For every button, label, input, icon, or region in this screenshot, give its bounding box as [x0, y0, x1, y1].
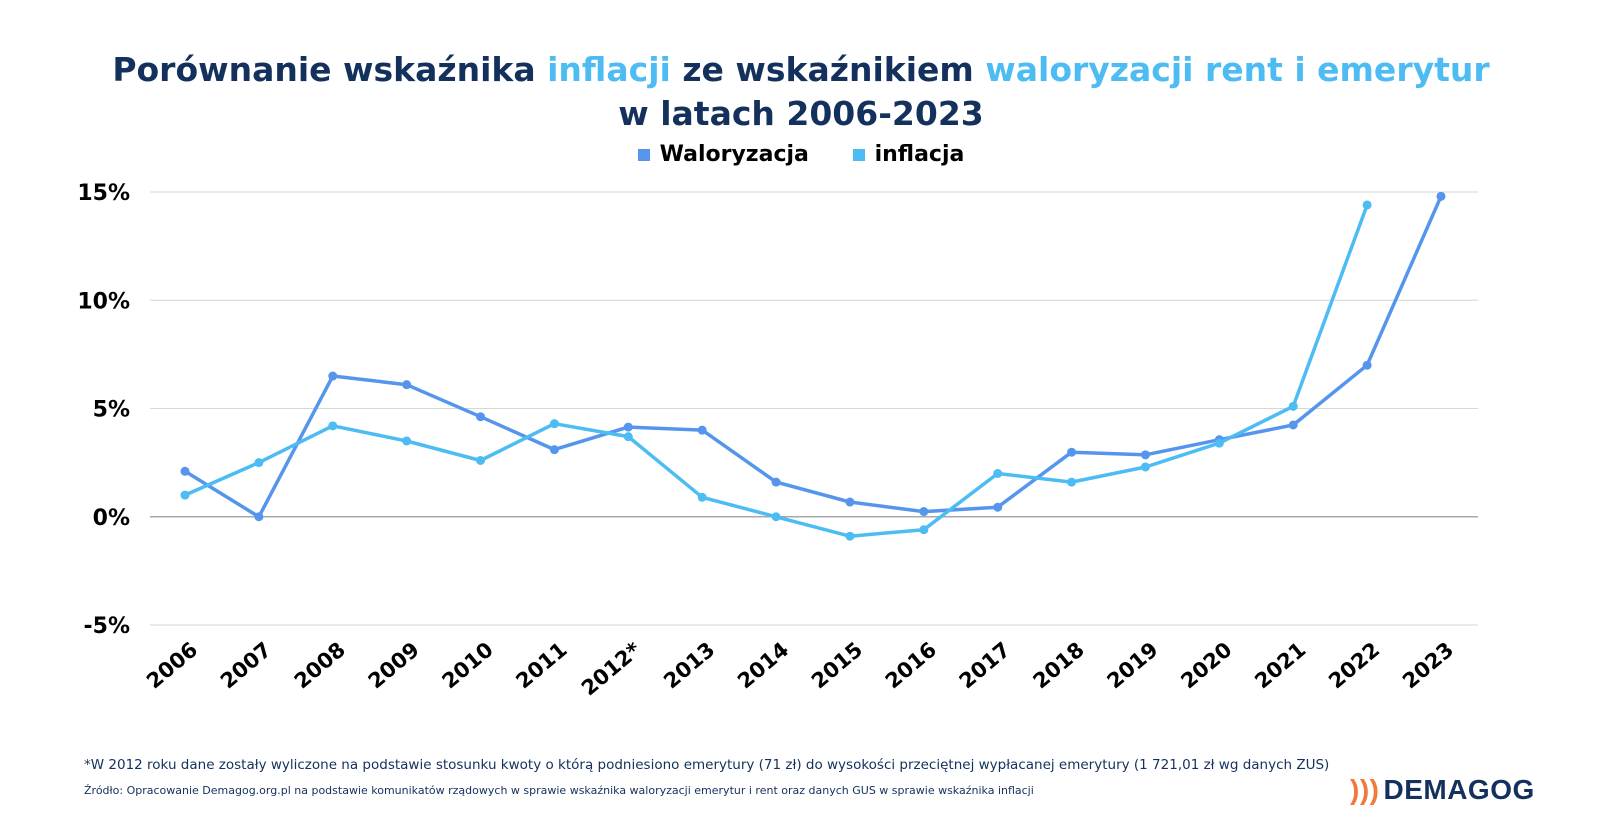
y-tick-label: 5% [93, 398, 130, 423]
data-point-inflacja [623, 432, 633, 442]
x-tick-label: 2019 [1102, 637, 1162, 693]
data-point-inflacja [328, 421, 338, 431]
data-point-inflacja [180, 490, 190, 500]
x-tick-label: 2018 [1029, 637, 1089, 693]
series-line-waloryzacja [183, 194, 1443, 519]
data-point-waloryzacja [1140, 450, 1150, 460]
data-point-inflacja [1362, 200, 1372, 210]
data-point-waloryzacja [697, 425, 707, 435]
chart-title: Porównanie wskaźnika inflacji ze wskaźni… [0, 48, 1602, 136]
x-tick-label: 2023 [1398, 637, 1458, 693]
legend-swatch-inflacja [852, 149, 865, 161]
data-point-inflacja [1067, 477, 1077, 487]
data-point-waloryzacja [1362, 360, 1372, 370]
data-point-inflacja [845, 531, 855, 541]
x-tick-label: 2013 [659, 637, 719, 693]
legend-label-waloryzacja: Waloryzacja [659, 142, 809, 167]
title-highlight-waloryzacji: waloryzacji rent i emerytur [985, 50, 1490, 89]
data-point-inflacja [1140, 462, 1150, 472]
legend-swatch-waloryzacja [637, 149, 650, 161]
x-tick-label: 2015 [807, 637, 867, 693]
y-tick-label: -5% [84, 614, 130, 639]
y-tick-label: 0% [93, 506, 130, 531]
data-point-waloryzacja [402, 380, 412, 390]
x-tick-label: 2017 [955, 637, 1015, 693]
x-tick-label: 2010 [438, 637, 498, 693]
x-tick-label: 2012* [577, 637, 646, 700]
x-tick-label: 2020 [1176, 637, 1236, 693]
source-note: Źródło: Opracowanie Demagog.org.pl na po… [84, 784, 1034, 797]
y-tick-label: 15% [77, 181, 130, 206]
x-tick-label: 2014 [733, 637, 793, 693]
data-point-inflacja [1214, 438, 1224, 448]
x-tick-label: 2006 [142, 637, 202, 693]
data-point-inflacja [919, 525, 929, 535]
data-point-waloryzacja [254, 512, 264, 522]
footnote: *W 2012 roku dane zostały wyliczone na p… [84, 757, 1330, 773]
chart-legend: Waloryzacja inflacja [0, 142, 1602, 167]
title-text-2: ze wskaźnikiem [670, 50, 986, 89]
data-point-waloryzacja [328, 371, 338, 381]
data-point-waloryzacja [180, 466, 190, 476]
demagog-logo: ))) DEMAGOG [1350, 774, 1535, 806]
x-tick-label: 2007 [216, 637, 276, 693]
x-tick-label: 2016 [881, 637, 941, 693]
title-highlight-inflacji: inflacji [547, 50, 671, 89]
data-point-inflacja [993, 468, 1003, 478]
data-point-inflacja [549, 419, 559, 429]
logo-waves-icon: ))) [1350, 774, 1380, 805]
data-point-inflacja [402, 436, 412, 446]
x-tick-label: 2009 [364, 637, 424, 693]
data-point-waloryzacja [919, 507, 929, 517]
x-tick-label: 2011 [511, 637, 571, 693]
legend-label-inflacja: inflacja [874, 142, 965, 167]
logo-text: DEMAGOG [1383, 774, 1535, 805]
data-point-inflacja [254, 458, 264, 468]
x-tick-label: 2008 [290, 637, 350, 693]
line-chart: -5%0%5%10%15%2006 2007 2008 2009 2010 2011 201… [77, 181, 1478, 700]
y-tick-label: 10% [77, 289, 130, 314]
data-point-waloryzacja [1288, 420, 1298, 430]
data-point-inflacja [1288, 401, 1298, 411]
legend-item-inflacja: inflacja [852, 142, 965, 167]
data-point-waloryzacja [993, 502, 1003, 512]
data-point-inflacja [771, 512, 781, 522]
title-text-1: Porównanie wskaźnika [112, 50, 548, 89]
title-line-1: Porównanie wskaźnika inflacji ze wskaźni… [0, 48, 1602, 92]
data-point-waloryzacja [549, 445, 559, 455]
data-point-waloryzacja [1067, 447, 1077, 457]
data-point-waloryzacja [623, 422, 633, 432]
legend-item-waloryzacja: Waloryzacja [637, 142, 809, 167]
data-point-waloryzacja [845, 497, 855, 507]
x-tick-label: 2022 [1324, 637, 1384, 693]
data-point-waloryzacja [476, 412, 486, 422]
data-point-waloryzacja [1436, 191, 1446, 201]
data-point-inflacja [697, 492, 707, 502]
data-point-inflacja [476, 455, 486, 465]
title-line-2: w latach 2006-2023 [618, 94, 984, 133]
x-tick-label: 2021 [1250, 637, 1310, 693]
data-point-waloryzacja [771, 477, 781, 487]
